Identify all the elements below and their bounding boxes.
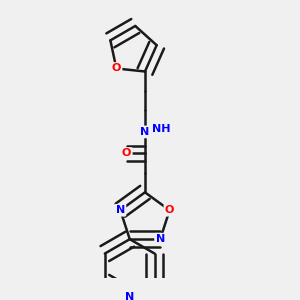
Text: O: O (122, 148, 131, 158)
Text: N: N (156, 234, 165, 244)
Text: O: O (165, 205, 174, 215)
Text: N: N (116, 205, 125, 215)
Text: O: O (112, 64, 121, 74)
Text: N: N (125, 292, 134, 300)
Text: NH: NH (152, 124, 170, 134)
Text: N: N (140, 127, 150, 137)
